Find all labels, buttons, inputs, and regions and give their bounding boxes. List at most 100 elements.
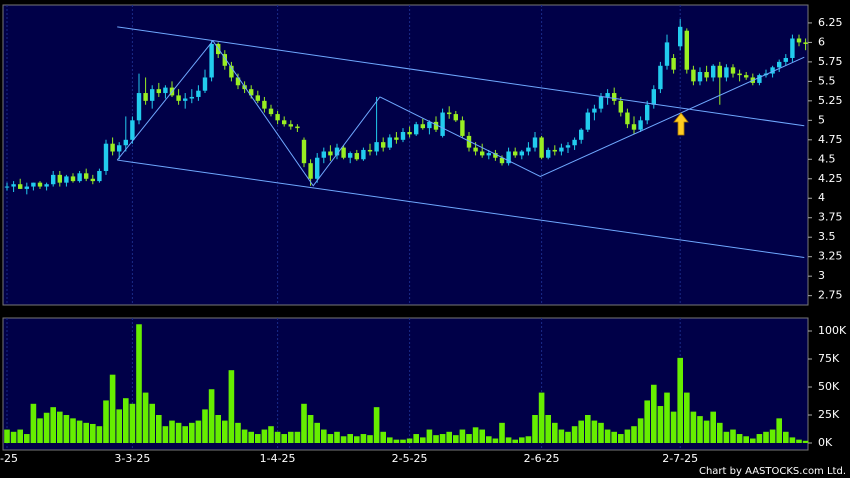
candle-body (70, 176, 76, 182)
candle-body (506, 151, 511, 164)
candle-body (255, 95, 260, 101)
candle-body (592, 108, 597, 113)
candle-body (37, 182, 43, 187)
candle-body (400, 132, 406, 140)
candle-body (783, 57, 788, 62)
candle-body (678, 26, 683, 47)
volume-bar (796, 439, 802, 443)
volume-bar (624, 429, 631, 443)
plot (4, 19, 809, 443)
volume-bar (83, 422, 89, 443)
volume-bar (215, 414, 221, 443)
y-tick-label: 100K (818, 324, 847, 337)
volume-bar (360, 434, 367, 443)
signal-arrow (673, 112, 689, 136)
candle-body (249, 89, 254, 96)
candle-body (57, 174, 62, 183)
candle-body (334, 147, 340, 156)
volume-bar (103, 400, 109, 443)
volume-bar (4, 429, 10, 443)
candle-body (651, 89, 656, 105)
volume-bar (591, 420, 598, 443)
candle-body (598, 96, 604, 109)
y-tick-label: 4 (818, 191, 825, 204)
candle-body (387, 137, 392, 148)
candle-body (130, 120, 135, 140)
candle-body (262, 100, 267, 109)
volume-bar (453, 435, 459, 443)
volume-bar (10, 431, 17, 443)
volume-bar (70, 418, 76, 443)
candle-body (407, 132, 412, 135)
volume-bar (604, 429, 611, 443)
candle-body (196, 90, 201, 97)
volume-bar (578, 420, 584, 443)
candle-body (427, 121, 432, 129)
candle-body (150, 89, 155, 101)
candle-body (136, 93, 142, 121)
volume-bar (426, 429, 433, 443)
candle-body (724, 67, 729, 78)
candle-body (638, 120, 643, 130)
volume-bar (380, 431, 386, 443)
volume-bar (43, 412, 50, 443)
volume-bar (24, 434, 30, 443)
candle-body (394, 137, 399, 140)
candle-body (625, 112, 630, 125)
candle-body (684, 30, 689, 70)
volume-bar (783, 431, 789, 443)
candle-body (143, 93, 148, 101)
candle-body (209, 43, 214, 78)
volume-bar (50, 407, 56, 443)
volume-bar (525, 436, 532, 443)
volume-bar (492, 438, 499, 443)
volume-bar (723, 431, 730, 443)
volume-bar (334, 431, 340, 443)
volume-bar (208, 389, 215, 443)
candle-body (301, 139, 307, 164)
volume-bar (175, 422, 182, 443)
volume-bar (387, 437, 393, 443)
candle-body (341, 147, 346, 158)
volume-bar (697, 416, 703, 443)
volume-bar (710, 411, 716, 443)
volume-bar (90, 423, 96, 443)
candle-body (691, 69, 696, 82)
volume-bar (703, 420, 710, 443)
candle-body (579, 129, 584, 140)
y-tick-label: 0K (818, 436, 833, 449)
candle-body (18, 184, 23, 189)
candle-body (361, 149, 366, 160)
candle-body (202, 77, 208, 91)
y-tick-label: 25K (818, 408, 840, 421)
volume-bar (136, 324, 142, 443)
trend-line (117, 159, 805, 258)
volume-bar (189, 422, 195, 443)
volume-bar (637, 418, 644, 443)
candle-body (163, 87, 168, 94)
volume-bar (149, 403, 155, 443)
candle-body (605, 93, 610, 97)
volume-bar (446, 431, 452, 443)
candle-body (282, 120, 287, 125)
y-tick-label: 6.25 (818, 16, 843, 29)
volume-bar (241, 429, 248, 443)
volume-bar (545, 414, 551, 443)
volume-bar (63, 414, 70, 443)
volume-bar (156, 414, 162, 443)
candle-body (803, 42, 808, 44)
volume-bar (235, 422, 241, 443)
volume-bar (116, 409, 122, 443)
y-tick-label: 4.25 (818, 172, 843, 185)
volume-bar (228, 370, 235, 443)
candle-body (268, 108, 274, 115)
volume-bar (486, 436, 492, 443)
candle-body (526, 147, 531, 152)
volume-bar (281, 434, 287, 443)
volume-bar (248, 431, 254, 443)
candle-body (31, 182, 36, 187)
candle-body (367, 149, 373, 152)
candle-body (84, 173, 89, 179)
candle-body (348, 153, 353, 158)
